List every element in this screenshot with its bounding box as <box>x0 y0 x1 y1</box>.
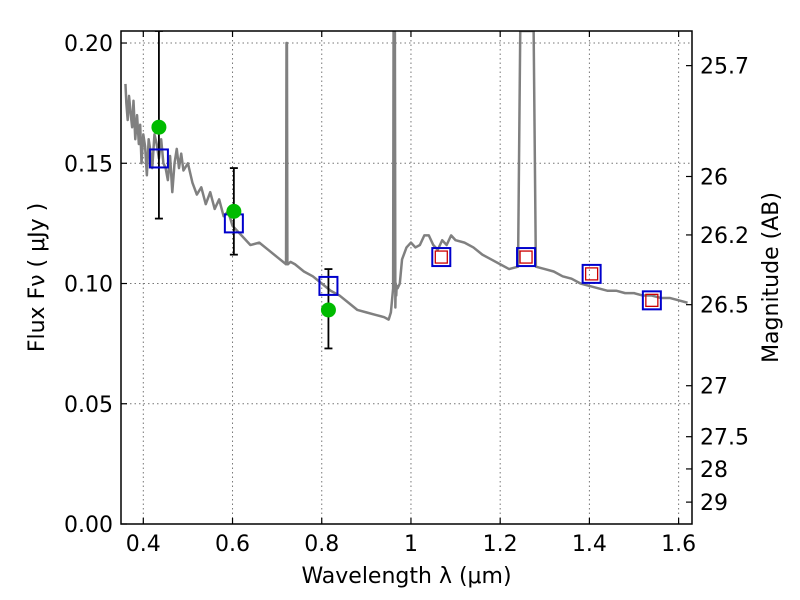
x-tick-label: 0.4 <box>126 532 161 557</box>
x-axis: 0.4 0.6 0.8 1 1.2 1.4 1.6 <box>126 31 696 557</box>
y2-tick-label: 26.2 <box>700 224 749 249</box>
sed-spectrum-line <box>124 31 688 321</box>
model-box-marker <box>148 148 169 169</box>
y-tick-label: 0.00 <box>64 513 113 538</box>
plot-content <box>124 31 688 350</box>
y-axis-label: Flux Fν ( μJy ) <box>25 203 50 352</box>
model-box-inner <box>584 267 599 281</box>
y-tick-label: 0.15 <box>64 152 113 177</box>
grid-lines <box>121 31 692 525</box>
x-tick-label: 1.6 <box>661 532 696 557</box>
y2-axis: 25.7 26 26.2 26.5 27 27.5 28 29 <box>686 55 749 516</box>
model-box-marker <box>431 247 452 268</box>
y2-tick-label: 28 <box>700 458 728 483</box>
y2-tick-label: 26.5 <box>700 294 749 319</box>
x-tick-label: 1.4 <box>572 532 607 557</box>
y2-tick-label: 25.7 <box>700 55 749 80</box>
x-axis-label: Wavelength λ (μm) <box>301 564 511 589</box>
y2-tick-label: 27 <box>700 375 728 400</box>
observed-flux-point <box>320 302 336 318</box>
y-axis: 0.00 0.05 0.10 0.15 0.20 <box>64 32 127 538</box>
model-box-inner <box>434 250 448 264</box>
observed-flux-point <box>151 119 167 135</box>
x-tick-label: 0.6 <box>215 532 250 557</box>
y2-tick-label: 29 <box>700 491 728 516</box>
model-box-marker <box>318 275 339 296</box>
model-box-inner <box>645 293 659 307</box>
model-box-marker <box>581 263 602 284</box>
y-tick-label: 0.20 <box>64 32 113 57</box>
x-tick-label: 0.8 <box>304 532 339 557</box>
model-box-marker <box>516 247 537 268</box>
model-box-inner <box>519 250 533 264</box>
y2-tick-label: 27.5 <box>700 426 749 451</box>
y2-axis-label: Magnitude (AB) <box>759 192 784 363</box>
y-tick-label: 0.10 <box>64 273 113 298</box>
y-tick-label: 0.05 <box>64 393 113 418</box>
model-box-marker <box>641 290 662 311</box>
y2-tick-label: 26 <box>700 165 728 190</box>
x-tick-label: 1 <box>404 532 418 557</box>
observed-flux-point <box>226 203 242 219</box>
x-tick-label: 1.2 <box>483 532 518 557</box>
plot-marks <box>124 31 688 350</box>
plot-frame <box>120 30 693 525</box>
